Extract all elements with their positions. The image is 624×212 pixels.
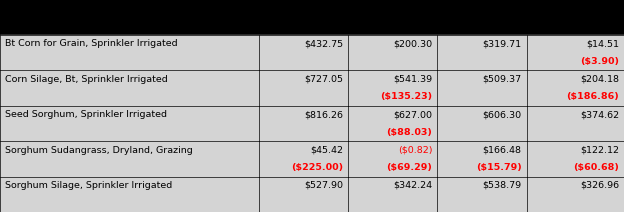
Text: Sorghum Sudangrass, Dryland, Grazing: Sorghum Sudangrass, Dryland, Grazing <box>5 146 193 155</box>
Text: ($225.00): ($225.00) <box>291 163 343 172</box>
Bar <box>0 70 624 106</box>
Text: $122.12: $122.12 <box>580 146 619 155</box>
Text: ($0.82): ($0.82) <box>398 146 432 155</box>
Text: $166.48: $166.48 <box>483 146 522 155</box>
Text: $14.51: $14.51 <box>586 39 619 48</box>
Text: ($186.86): ($186.86) <box>566 92 619 101</box>
Text: $200.30: $200.30 <box>393 39 432 48</box>
Text: $342.24: $342.24 <box>393 181 432 190</box>
Text: ($69.29): ($69.29) <box>386 163 432 172</box>
Text: Sorghum Silage, Sprinkler Irrigated: Sorghum Silage, Sprinkler Irrigated <box>5 181 172 190</box>
Text: $541.39: $541.39 <box>393 75 432 84</box>
Text: ($3.90): ($3.90) <box>580 57 619 66</box>
Bar <box>0 106 624 141</box>
Text: ($135.23): ($135.23) <box>380 92 432 101</box>
Text: Bt Corn for Grain, Sprinkler Irrigated: Bt Corn for Grain, Sprinkler Irrigated <box>5 39 178 48</box>
Text: $627.00: $627.00 <box>393 110 432 119</box>
Text: Seed Sorghum, Sprinkler Irrigated: Seed Sorghum, Sprinkler Irrigated <box>5 110 167 119</box>
Text: $374.62: $374.62 <box>580 110 619 119</box>
Text: ($88.03): ($88.03) <box>386 128 432 137</box>
Text: $606.30: $606.30 <box>482 110 522 119</box>
Bar <box>0 177 624 212</box>
Text: $538.79: $538.79 <box>482 181 522 190</box>
Text: $527.90: $527.90 <box>305 181 343 190</box>
Text: Corn Silage, Bt, Sprinkler Irrigated: Corn Silage, Bt, Sprinkler Irrigated <box>5 75 168 84</box>
Bar <box>0 35 624 70</box>
Text: $319.71: $319.71 <box>482 39 522 48</box>
Text: ($60.68): ($60.68) <box>573 163 619 172</box>
Text: ($15.79): ($15.79) <box>476 163 522 172</box>
Text: $816.26: $816.26 <box>305 110 343 119</box>
Text: $204.18: $204.18 <box>580 75 619 84</box>
Text: $509.37: $509.37 <box>482 75 522 84</box>
Bar <box>0 141 624 177</box>
Text: $432.75: $432.75 <box>304 39 343 48</box>
Text: $727.05: $727.05 <box>305 75 343 84</box>
Text: $326.96: $326.96 <box>580 181 619 190</box>
Text: $45.42: $45.42 <box>310 146 343 155</box>
